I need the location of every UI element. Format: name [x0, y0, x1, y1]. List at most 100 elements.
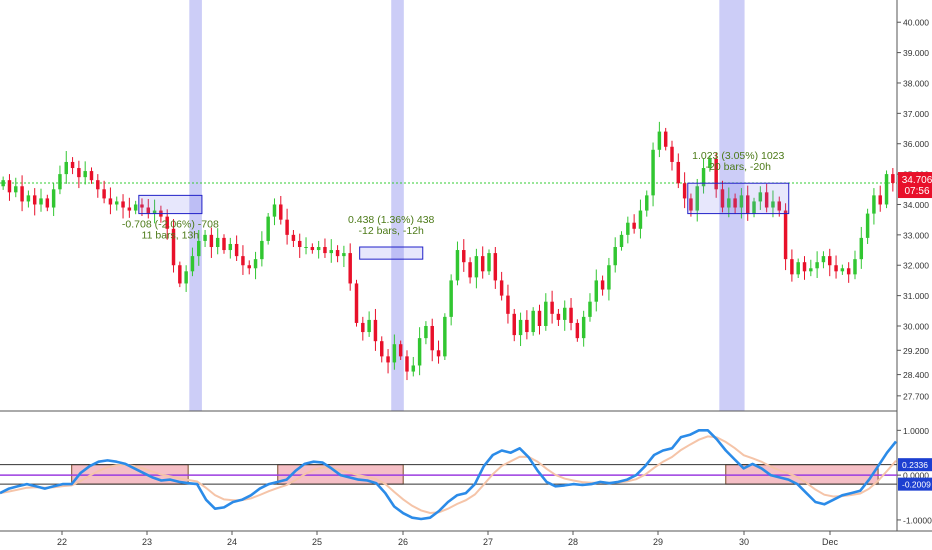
candle-body [651, 149, 655, 196]
candle-body [165, 216, 169, 229]
candle-body [310, 247, 315, 251]
candle-body [802, 262, 807, 272]
measure-label-line1: 1.023 (3.05%) 1023 [692, 150, 784, 162]
candle-body [663, 131, 668, 147]
candle-body [411, 365, 416, 372]
candle-body [102, 189, 106, 199]
candle-body [518, 319, 523, 336]
candle-body [569, 307, 573, 323]
candle-body [443, 316, 447, 357]
candle-body [184, 271, 188, 284]
candle-body [1, 180, 5, 187]
candle-body [209, 234, 214, 248]
price-axis[interactable]: 40.00039.00038.00037.00036.00035.00034.0… [897, 18, 929, 402]
candle-body [594, 280, 599, 302]
candle-body [114, 201, 119, 205]
candle-body [146, 207, 151, 214]
osc-signal-line [0, 435, 897, 515]
candle-body [758, 192, 763, 202]
candle-body [809, 268, 813, 272]
candle-body [291, 234, 296, 241]
candle-body [682, 183, 687, 199]
candle-body [323, 247, 327, 254]
last-price-value: 34.706 [902, 175, 932, 186]
candle-body [575, 322, 580, 339]
time-tick-label: 30 [739, 537, 749, 547]
highlight-band-2 [391, 0, 404, 411]
time-tick-label: Dec [822, 537, 839, 547]
candle-body [525, 319, 529, 333]
candle-body [228, 243, 233, 251]
candle-body [20, 186, 24, 202]
candle-body [424, 325, 428, 339]
candle-body [197, 240, 201, 257]
price-tick-label: 34.000 [903, 200, 929, 210]
candle-body [348, 253, 352, 284]
measure-box-2 [359, 246, 424, 260]
candle-body [39, 198, 43, 205]
oscillator-pane [0, 429, 898, 521]
candle-body [865, 213, 870, 238]
price-tick-label: 28.400 [903, 370, 929, 380]
candle-body [247, 265, 251, 269]
candle-body [708, 158, 712, 169]
candle-body [562, 307, 567, 320]
candle-body [581, 316, 586, 339]
candle-body [272, 204, 277, 217]
candle-body [853, 259, 857, 275]
candle-body [215, 237, 220, 248]
candle-body [380, 341, 384, 357]
osc-level-value: -0.2009 [902, 479, 931, 489]
last-price-tag [898, 172, 932, 199]
candle-body [133, 204, 138, 211]
price-tick-label: 31.000 [903, 291, 929, 301]
candle-body [764, 192, 769, 208]
candle-body [745, 195, 750, 214]
osc-box-3 [725, 464, 879, 485]
candle-body [354, 283, 359, 323]
candle-body [544, 301, 548, 326]
candle-body [7, 180, 12, 193]
candle-body [828, 256, 832, 266]
candle-body [815, 262, 819, 269]
candle-body [556, 313, 561, 320]
candle-body [455, 250, 460, 281]
candle-body [70, 161, 75, 169]
time-tick-label: 24 [227, 537, 237, 547]
candle-body [632, 222, 636, 229]
candle-body [550, 301, 554, 314]
candle-body [279, 204, 283, 220]
candle-body [480, 256, 485, 272]
candle-body [373, 319, 378, 342]
candle-body [884, 174, 889, 205]
candle-body [222, 237, 226, 251]
candle-body [676, 161, 681, 184]
highlight-band-1 [189, 0, 202, 411]
candle-body [777, 201, 782, 211]
measure-label-line2: 11 bars, 13h [142, 230, 200, 242]
price-tick-label: 29.200 [903, 346, 929, 356]
last-price-label[interactable]: 34.706 07:56 [898, 172, 932, 199]
osc-tick-label: 0.0000 [903, 471, 929, 481]
candle-body [430, 325, 434, 351]
time-tick-label: 26 [398, 537, 408, 547]
time-tick-label: 25 [312, 537, 322, 547]
osc-level-value: 0.2336 [902, 460, 928, 470]
osc-level-tag [898, 477, 932, 491]
candle-body [178, 265, 182, 284]
candle-body [846, 268, 851, 275]
candle-body [840, 268, 845, 272]
candle-body [626, 222, 630, 235]
candle-body [361, 322, 365, 333]
candle-body [316, 247, 321, 251]
oscillator-axis[interactable]: 1.0000 0.0000 -1.0000 0.2336 -0.2009 [897, 426, 932, 526]
candle-body [695, 186, 699, 211]
candle-body [392, 344, 397, 363]
time-axis[interactable]: 22 23 24 25 26 27 28 29 30 Dec [57, 531, 839, 547]
candle-body [462, 250, 466, 263]
time-tick-label: 28 [568, 537, 578, 547]
candle-body [171, 228, 176, 266]
candle-body [512, 313, 516, 336]
